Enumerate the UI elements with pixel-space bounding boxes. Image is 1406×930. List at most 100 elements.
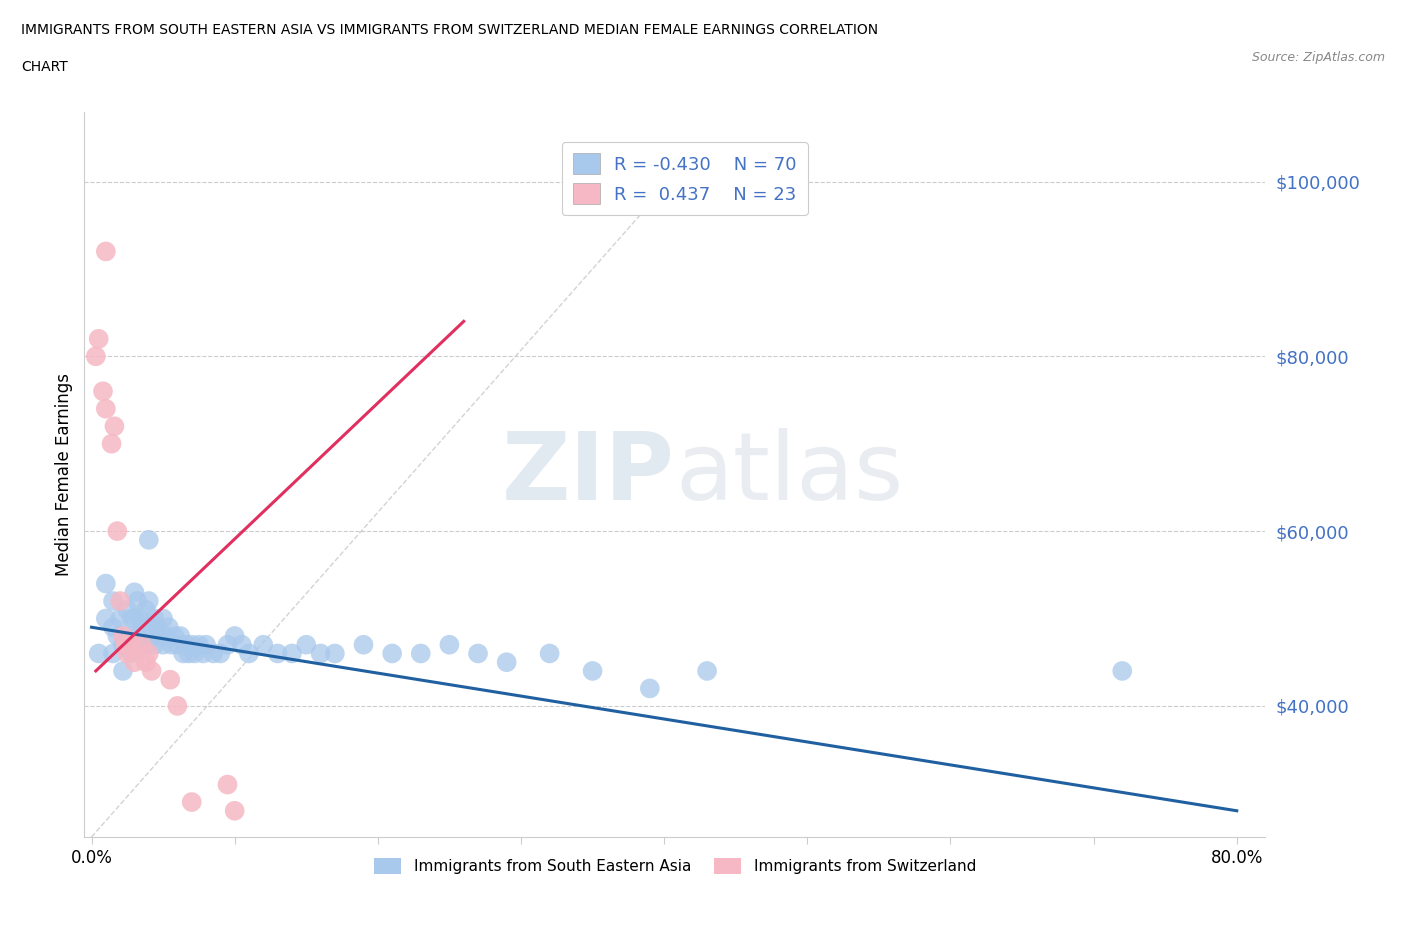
Point xyxy=(155,629,177,644)
Point xyxy=(87,646,110,661)
Point xyxy=(103,418,125,433)
Point xyxy=(117,629,139,644)
Legend: Immigrants from South Eastern Asia, Immigrants from Switzerland: Immigrants from South Eastern Asia, Immi… xyxy=(368,852,981,880)
Point xyxy=(94,402,117,417)
Point xyxy=(169,629,191,644)
Text: ZIP: ZIP xyxy=(502,429,675,520)
Point xyxy=(295,637,318,652)
Point xyxy=(124,585,146,600)
Point xyxy=(143,637,166,652)
Point xyxy=(127,593,149,608)
Point xyxy=(94,576,117,591)
Point xyxy=(159,672,181,687)
Point xyxy=(138,593,160,608)
Point xyxy=(117,646,139,661)
Point xyxy=(209,646,232,661)
Point xyxy=(135,637,157,652)
Point xyxy=(100,436,122,451)
Point xyxy=(172,646,194,661)
Point xyxy=(238,646,260,661)
Point xyxy=(381,646,404,661)
Point xyxy=(94,611,117,626)
Point xyxy=(124,611,146,626)
Point xyxy=(309,646,332,661)
Point xyxy=(138,646,160,661)
Point xyxy=(180,794,202,809)
Point xyxy=(141,663,163,678)
Point xyxy=(581,663,603,678)
Point xyxy=(121,637,143,652)
Point xyxy=(323,646,346,661)
Point xyxy=(115,637,138,652)
Point xyxy=(101,593,124,608)
Point xyxy=(117,603,139,618)
Point xyxy=(124,655,146,670)
Point xyxy=(108,593,131,608)
Point xyxy=(166,698,188,713)
Point xyxy=(138,532,160,547)
Point xyxy=(224,804,246,818)
Text: IMMIGRANTS FROM SOUTH EASTERN ASIA VS IMMIGRANTS FROM SWITZERLAND MEDIAN FEMALE : IMMIGRANTS FROM SOUTH EASTERN ASIA VS IM… xyxy=(21,23,879,37)
Point xyxy=(84,349,107,364)
Point xyxy=(131,637,153,652)
Text: atlas: atlas xyxy=(675,429,903,520)
Point xyxy=(409,646,432,661)
Point xyxy=(160,637,183,652)
Point xyxy=(231,637,253,652)
Point xyxy=(177,646,200,661)
Point xyxy=(135,655,157,670)
Point xyxy=(166,637,188,652)
Point xyxy=(495,655,517,670)
Point xyxy=(141,619,163,634)
Point xyxy=(252,637,274,652)
Point xyxy=(180,637,202,652)
Point xyxy=(121,646,143,661)
Point xyxy=(538,646,561,661)
Point xyxy=(152,637,174,652)
Point xyxy=(195,637,218,652)
Point xyxy=(217,777,239,792)
Point xyxy=(124,637,146,652)
Point xyxy=(353,637,375,652)
Point xyxy=(439,637,461,652)
Point xyxy=(152,611,174,626)
Point xyxy=(127,629,149,644)
Point xyxy=(183,646,205,661)
Point xyxy=(135,603,157,618)
Point xyxy=(87,331,110,346)
Point xyxy=(149,629,172,644)
Point xyxy=(638,681,661,696)
Point xyxy=(121,611,143,626)
Point xyxy=(174,637,197,652)
Point xyxy=(94,244,117,259)
Point xyxy=(105,629,128,644)
Point xyxy=(202,646,225,661)
Point xyxy=(224,629,246,644)
Point xyxy=(105,524,128,538)
Point xyxy=(217,637,239,652)
Point xyxy=(111,629,134,644)
Point xyxy=(101,646,124,661)
Point xyxy=(111,637,134,652)
Point xyxy=(157,619,180,634)
Text: CHART: CHART xyxy=(21,60,67,74)
Point xyxy=(193,646,215,661)
Point xyxy=(187,637,209,652)
Point xyxy=(1111,663,1133,678)
Point xyxy=(467,646,489,661)
Point xyxy=(111,663,134,678)
Text: Source: ZipAtlas.com: Source: ZipAtlas.com xyxy=(1251,51,1385,64)
Point xyxy=(146,619,169,634)
Point xyxy=(101,619,124,634)
Y-axis label: Median Female Earnings: Median Female Earnings xyxy=(55,373,73,576)
Point xyxy=(129,637,152,652)
Point xyxy=(143,611,166,626)
Point xyxy=(129,611,152,626)
Point xyxy=(281,646,304,661)
Point xyxy=(696,663,718,678)
Point xyxy=(266,646,288,661)
Point xyxy=(163,629,186,644)
Point xyxy=(132,619,155,634)
Point xyxy=(91,384,114,399)
Point xyxy=(108,611,131,626)
